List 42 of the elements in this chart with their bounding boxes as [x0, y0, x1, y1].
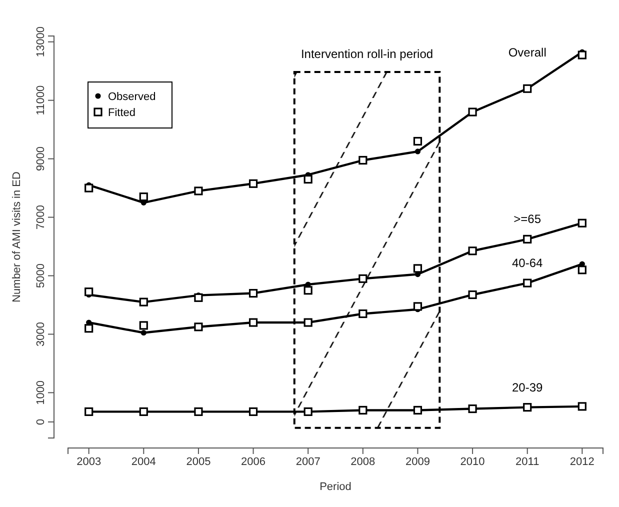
y-tick-label: 1000 — [35, 380, 47, 405]
point — [578, 266, 586, 274]
point — [194, 293, 203, 302]
x-tick-label: 2003 — [76, 456, 102, 468]
x-tick-label: 2004 — [131, 456, 156, 468]
point — [414, 148, 421, 154]
y-axis-title: Number of AMI visits in ED — [11, 172, 23, 302]
y-tick-label: 5000 — [35, 263, 47, 288]
y-tick-label: 7000 — [35, 205, 47, 230]
x-tick-label: 2012 — [570, 456, 594, 468]
point — [578, 50, 586, 60]
y-tick-label: 13000 — [35, 26, 47, 58]
annotation: 40-64 — [512, 256, 544, 270]
x-tick-label: 2006 — [241, 456, 266, 468]
point — [413, 302, 422, 311]
point — [413, 264, 422, 273]
point — [304, 286, 312, 295]
point — [413, 136, 422, 146]
point — [84, 324, 94, 333]
annotation: Overall — [508, 46, 546, 60]
y-tick-label: 9000 — [35, 146, 47, 172]
x-tick-label: 2005 — [186, 456, 211, 468]
x-tick-label: 2009 — [405, 456, 430, 468]
point — [84, 184, 94, 192]
x-axis-title: Period — [320, 481, 352, 493]
y-tick-label: 0 — [35, 418, 47, 425]
point — [139, 192, 148, 202]
x-tick-label: 2010 — [460, 456, 485, 468]
annotation: >=65 — [514, 212, 542, 226]
point — [84, 288, 94, 296]
legend-label: Observed — [108, 91, 156, 103]
x-tick-label: 2007 — [296, 456, 320, 468]
y-tick-label: 11000 — [35, 85, 47, 116]
x-tick-label: 2008 — [350, 456, 376, 468]
legend-label: Fitted — [108, 107, 136, 119]
annotation: 20-39 — [512, 380, 544, 394]
point — [140, 330, 146, 336]
y-tick-label: 3000 — [35, 322, 47, 346]
band-label: Intervention roll-in period — [300, 47, 434, 61]
point — [304, 174, 312, 184]
point — [139, 321, 148, 330]
x-tick-label: 2011 — [516, 456, 540, 468]
